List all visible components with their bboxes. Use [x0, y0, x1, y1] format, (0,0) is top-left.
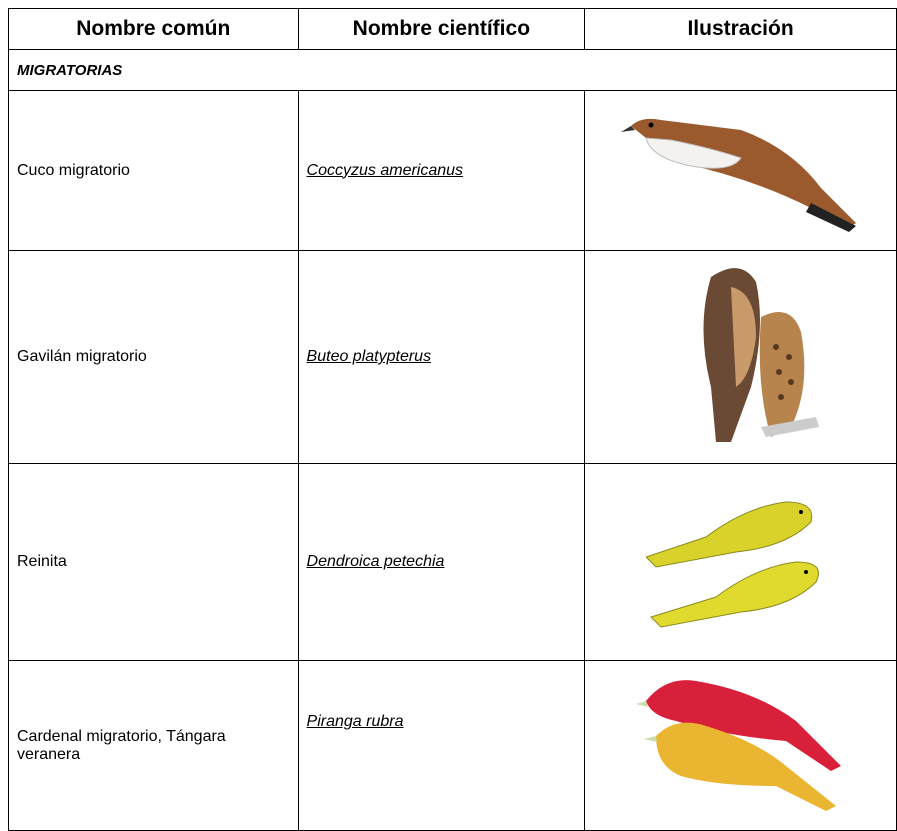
scientific-link[interactable]: Buteo platypterus	[306, 348, 432, 365]
common-name: Cardenal migratorio, Tángara veranera	[8, 660, 299, 831]
row: Reinita Dendroica petechia	[8, 463, 897, 661]
header-row: Nombre común Nombre científico Ilustraci…	[8, 8, 897, 50]
species-table: Nombre común Nombre científico Ilustraci…	[8, 8, 897, 831]
header-cell: Nombre científico	[297, 8, 586, 50]
scientific-name: Buteo platypterus	[297, 250, 586, 464]
illustration	[584, 463, 897, 661]
row: Gavilán migratorio Buteo platypterus	[8, 250, 897, 464]
bird-illustration	[645, 501, 819, 628]
scientific-name: Coccyzus americanus	[297, 90, 586, 251]
scientific-link[interactable]: Dendroica petechia	[306, 553, 445, 570]
illustration	[584, 250, 897, 464]
bird-illustration	[635, 679, 841, 811]
scientific-name: Piranga rubra	[297, 660, 586, 831]
row: Cardenal migratorio, Tángara veranera Pi…	[8, 660, 897, 831]
header-cell: Ilustración	[584, 8, 897, 50]
header-cell: Nombre común	[8, 8, 299, 50]
section-row: MIGRATORIAS	[8, 49, 897, 91]
scientific-link[interactable]: Coccyzus americanus	[306, 161, 464, 179]
illustration	[584, 90, 897, 251]
illustration	[584, 660, 897, 831]
common-name: Cuco migratorio	[8, 90, 299, 251]
scientific-link[interactable]: Piranga rubra	[306, 713, 404, 730]
scientific-name: Dendroica petechia	[297, 463, 586, 661]
common-name: Reinita	[8, 463, 299, 661]
bird-illustration	[620, 118, 856, 232]
section-title: MIGRATORIAS	[8, 49, 897, 91]
row: Cuco migratorio Coccyzus americanus	[8, 90, 897, 251]
common-name: Gavilán migratorio	[8, 250, 299, 464]
bird-illustration	[703, 268, 819, 442]
